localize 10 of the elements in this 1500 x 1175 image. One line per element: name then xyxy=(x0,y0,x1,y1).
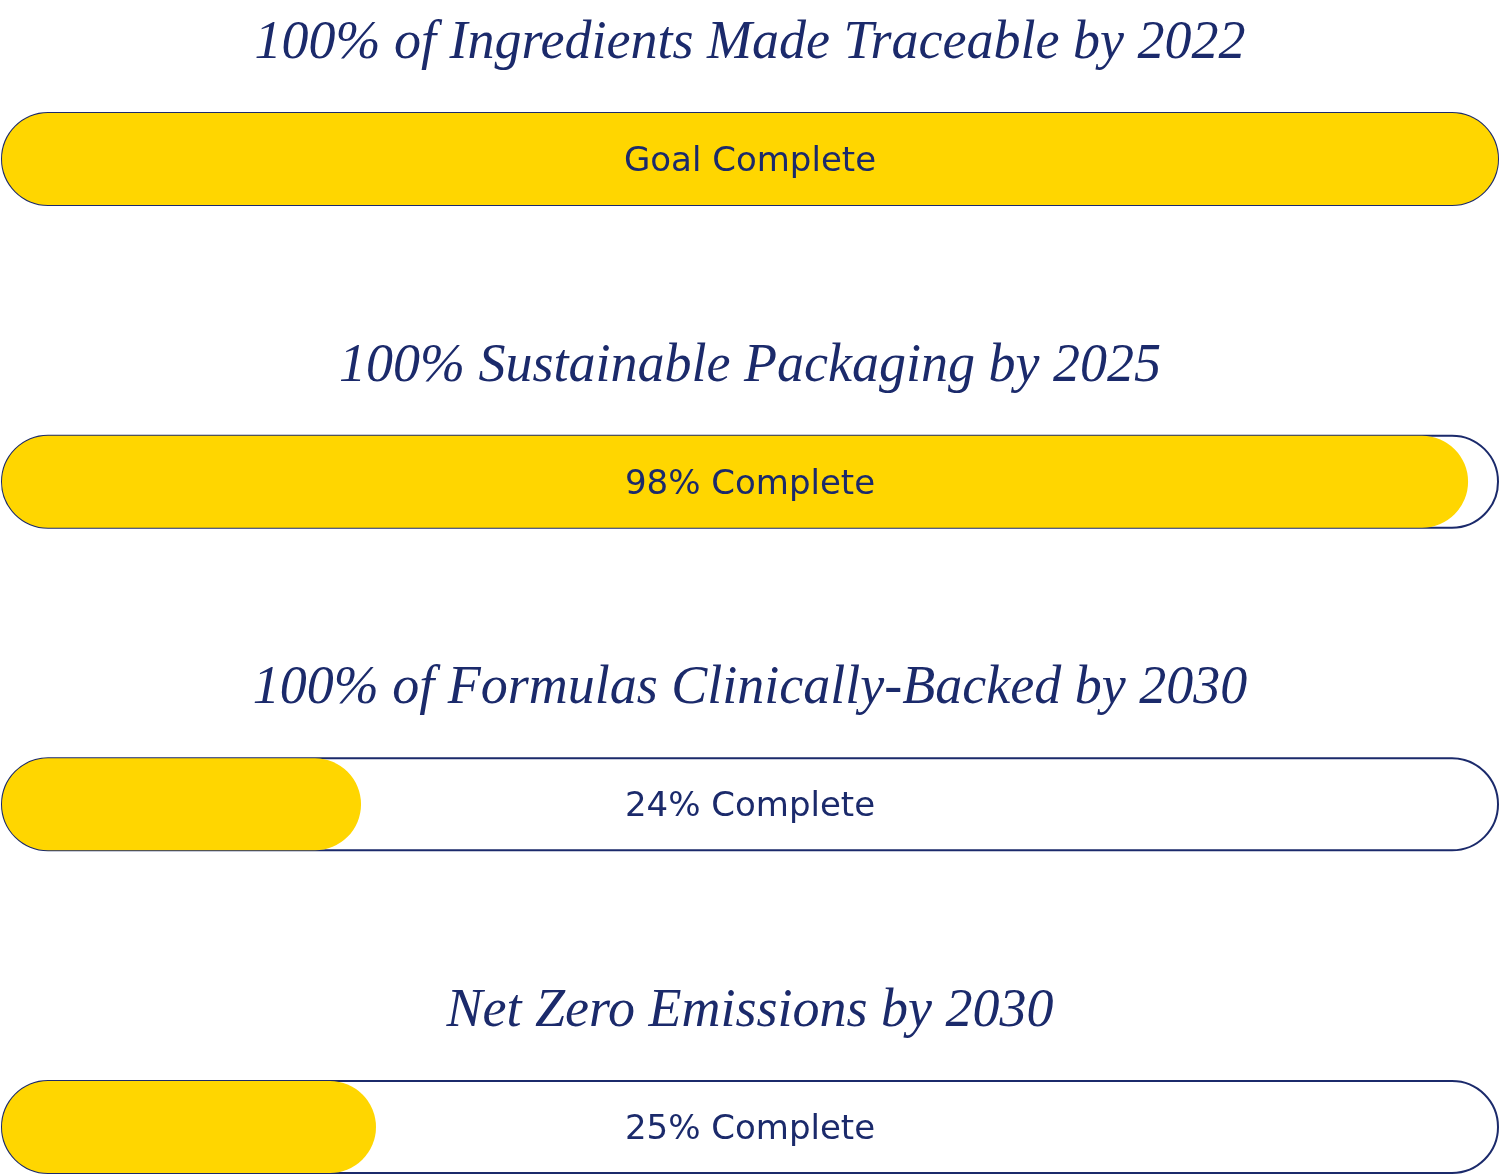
y-tick-label: 100% of Ingredients Made Traceable by 2022 xyxy=(254,10,1246,70)
y-tick-label: 100% Sustainable Packaging by 2025 xyxy=(339,332,1161,393)
bar xyxy=(2,1081,376,1173)
data-label: 24% Complete xyxy=(624,784,876,825)
y-tick-label: Net Zero Emissions by 2030 xyxy=(445,978,1054,1038)
bar xyxy=(2,758,362,851)
y-tick-label: 100% of Formulas Clinically-Backed by 2030 xyxy=(252,655,1248,716)
data-label: 25% Complete xyxy=(624,1107,876,1147)
data-label: 98% Complete xyxy=(624,461,876,502)
data-label: Goal Complete xyxy=(623,139,877,179)
